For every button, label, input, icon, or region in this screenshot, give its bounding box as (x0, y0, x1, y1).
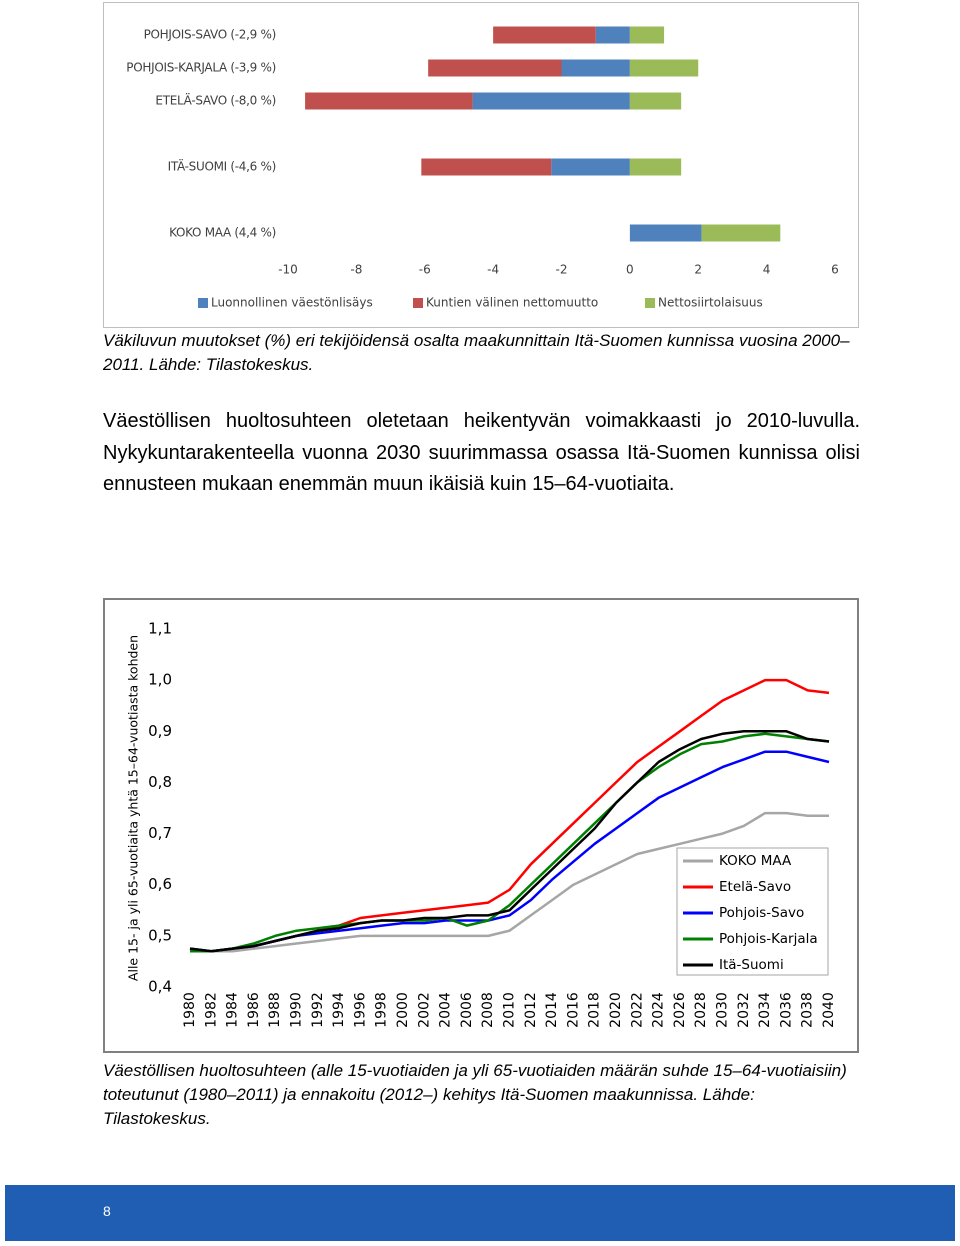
legend-label: Etelä-Savo (719, 879, 791, 895)
y-tick-label: 1,1 (148, 620, 172, 638)
y-tick-label: 0,5 (148, 926, 172, 944)
series-line (189, 811, 829, 953)
y-tick-label: 0,7 (148, 824, 172, 842)
y-tick-label: 0,4 (148, 978, 172, 996)
x-tick-label: 2024 (651, 992, 667, 1028)
x-tick-label: 1982 (203, 992, 219, 1028)
x-tick-label: 6 (831, 263, 839, 277)
bar-segment (493, 26, 596, 44)
x-tick-label: 2002 (416, 992, 432, 1028)
chart-frame (103, 598, 859, 1053)
legend-swatch (413, 298, 423, 308)
category-label: POHJOIS-SAVO (-2,9 %) (144, 28, 276, 42)
x-tick-label: 2018 (587, 992, 603, 1028)
bar-chart: -10 -8 -6 -4 -2 0 2 4 6 POHJOIS-SAVO (-2,9 %) POHJ… (103, 2, 859, 328)
bar-segment (561, 59, 630, 77)
bar-segment (629, 26, 665, 44)
x-tick-label: 2034 (757, 992, 773, 1028)
x-tick-label: 2020 (608, 992, 624, 1028)
x-tick-label: 0 (626, 263, 634, 277)
category-label: KOKO MAA (4,4 %) (169, 226, 276, 240)
x-tick-label: 2028 (693, 992, 709, 1028)
x-tick-label: 1994 (331, 992, 347, 1028)
category-label: ITÄ-SUOMI (-4,6 %) (168, 159, 276, 174)
x-tick-label: -8 (350, 263, 362, 277)
x-tick-label: 2 (694, 263, 702, 277)
caption: Väestöllisen huoltosuhteen (alle 15-vuot… (103, 1061, 847, 1128)
bar-segment (428, 59, 562, 77)
bar-segment (629, 59, 699, 77)
bar-segment (305, 92, 473, 110)
x-tick-label: 1992 (310, 992, 326, 1028)
x-tick-label: -10 (278, 263, 298, 277)
x-tick-label: -2 (556, 263, 568, 277)
legend-swatch (645, 298, 655, 308)
legend-label: Nettosiirtolaisuus (658, 296, 763, 310)
category-label: POHJOIS-KARJALA (-3,9 %) (126, 61, 276, 75)
y-tick-label: 0,9 (148, 722, 172, 740)
bar-segment (629, 158, 682, 176)
footer-bar: 8 (5, 1185, 955, 1241)
x-tick-label: 1980 (182, 992, 198, 1028)
chart-frame (103, 2, 859, 328)
x-tick-label: 1998 (374, 992, 390, 1028)
legend-swatch (198, 298, 208, 308)
bar-segment (421, 158, 552, 176)
bar-segment (629, 92, 682, 110)
legend-label: Pohjois-Karjala (719, 931, 818, 947)
series-line (190, 732, 830, 953)
x-tick-label: 1990 (289, 992, 305, 1028)
bar-segment (701, 224, 781, 242)
x-tick-label: 2012 (523, 992, 539, 1028)
x-tick-label: 2006 (459, 992, 475, 1028)
x-tick-label: 2000 (395, 992, 411, 1028)
bar-segment (629, 224, 702, 242)
legend-label: KOKO MAA (719, 853, 792, 869)
x-tick-label: 1984 (225, 992, 241, 1028)
legend-label: Itä-Suomi (719, 957, 784, 973)
x-tick-label: 2016 (565, 992, 581, 1028)
x-tick-label: 1996 (352, 992, 368, 1028)
x-tick-label: 2022 (629, 992, 645, 1028)
y-tick-label: 0,8 (148, 773, 172, 791)
x-tick-label: 2008 (480, 992, 496, 1028)
y-tick-label: 1,0 (148, 671, 172, 689)
paragraph: Väestöllisen huoltosuhteen oletetaan hei… (103, 410, 860, 495)
bar-segment (472, 92, 630, 110)
x-tick-label: 2030 (715, 992, 731, 1028)
category-label: ETELÄ-SAVO (-8,0 %) (155, 93, 276, 108)
bar-segment (595, 26, 630, 44)
x-tick-label: 2014 (544, 992, 560, 1028)
x-tick-label: 2004 (438, 992, 454, 1028)
page-number: 8 (103, 1203, 111, 1219)
x-tick-label: 2040 (821, 992, 837, 1028)
x-tick-label: 2026 (672, 992, 688, 1028)
x-tick-label: 4 (763, 263, 771, 277)
x-tick-label: -4 (487, 263, 499, 277)
x-tick-label: 1988 (267, 992, 283, 1028)
x-tick-label: 2032 (736, 992, 752, 1028)
series-line (189, 730, 830, 953)
legend-label: Pohjois-Savo (719, 905, 804, 921)
x-tick-label: 1986 (246, 992, 262, 1028)
y-axis-label: Alle 15- ja yli 65-vuotiaita yhtä 15–64-… (126, 635, 141, 981)
x-tick-label: -6 (419, 263, 431, 277)
x-tick-label: 2036 (778, 992, 794, 1028)
legend-label: Kuntien välinen nettomuutto (426, 296, 598, 310)
bar-segment (551, 158, 630, 176)
x-tick-label: 2010 (502, 992, 518, 1028)
x-tick-label: 2038 (800, 992, 816, 1028)
caption: Väkiluvun muutokset (%) eri tekijöidensä… (103, 331, 850, 374)
legend-label: Luonnollinen väestönlisäys (211, 296, 373, 310)
line-chart: Alle 15- ja yli 65-vuotiaita yhtä 15–64-… (103, 598, 859, 1053)
y-tick-label: 0,6 (148, 875, 172, 893)
